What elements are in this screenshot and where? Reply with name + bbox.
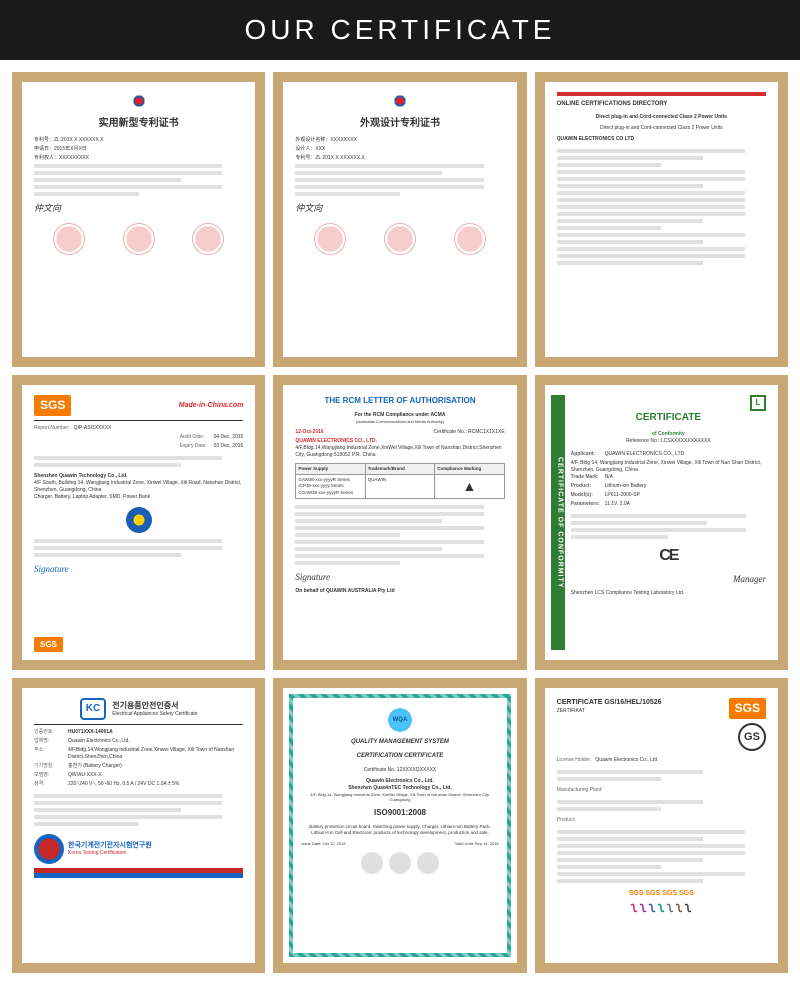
seal-icon: [192, 223, 224, 255]
iaf-badge-icon: [361, 852, 383, 874]
cert-title: CERTIFICATE GS/16/HEL/10526: [557, 698, 662, 708]
cert-subtitle2: (Australian Communications and Media Aut…: [295, 419, 504, 425]
seal-icon: [314, 223, 346, 255]
company-address: 4/F, Bldg 14, Wangjiang Industrial Zone,…: [571, 460, 766, 474]
sgs-logo: SGS: [34, 395, 71, 416]
seal-row: [295, 223, 504, 255]
company-address: 4/F South, Building 14, Wangjiang Indust…: [34, 480, 243, 494]
cert-subtitle: ZERTIFIKAT: [557, 708, 662, 715]
cert-title: THE RCM LETTER OF AUTHORISATION: [295, 395, 504, 406]
award-badge-icon: [126, 507, 152, 533]
company-address: 4/F, Bldg.14, Wangjiang Industrial Zone,…: [301, 792, 498, 803]
signature: 仲文向: [34, 202, 243, 215]
seal-icon: [123, 223, 155, 255]
ul-header-bar: [557, 92, 766, 96]
wqa-logo-icon: WQA: [386, 706, 414, 734]
products: Charger, Battery, Laptop Adapter, SMD, P…: [34, 494, 243, 501]
cert-number: Certificate No.: RCMC1X1X1XE: [434, 429, 505, 436]
rcm-table: Power Supply Trademark/Brand Compliance …: [295, 463, 504, 499]
cert-title: CERTIFICATE: [571, 411, 766, 425]
cert-title2: CERTIFICATION CERTIFICATE: [301, 752, 498, 760]
lcs-logo-icon: L: [750, 395, 766, 411]
kc-mark-icon: KC: [80, 698, 106, 720]
cert-sgs-mic: SGS Made-in-China.com Report Number:QIP-…: [12, 375, 265, 670]
behalf-text: On behalf of QUAWIN AUSTRALIA Pty Ltd: [295, 588, 504, 595]
header-title: OUR CERTIFICATE: [245, 14, 556, 46]
cert-subtitle: Direct plug-in and Cord-connected Class …: [557, 114, 766, 121]
company-name1: Quawin Electronics Co., Ltd.: [301, 778, 498, 785]
scope-text: Battery protection circuit board, Switch…: [301, 824, 498, 837]
signature: Signature: [295, 571, 504, 584]
cnas-badge-icon: [389, 852, 411, 874]
sgs-logo: SGS: [729, 698, 766, 719]
page-header: OUR CERTIFICATE: [0, 0, 800, 60]
cert-patent-utility: 实用新型专利证书 专利号：ZL 201X X XXXXXX.X 申请日：2015…: [12, 72, 265, 367]
cert-ref: Reference No.: LCSXXXXXXXXXXXX: [571, 438, 766, 445]
cert-patent-design: 外观设计专利证书 外观设计名称：XXXXXXXX 设计人：XXX 专利号：ZL …: [273, 72, 526, 367]
company-address: 4/F,Bldg.14,Wangjiang Industrial Zone,Xi…: [295, 445, 504, 459]
company-name2: Shenzhen QuawinTEC Technology Co., Ltd.: [301, 785, 498, 792]
cert-kc-korea: KC 전기용품안전인증서 Electrical Appliances Safet…: [12, 678, 265, 973]
cert-ce-conformity: CERTIFICATE OF CONFORMITY L CERTIFICATE …: [535, 375, 788, 670]
seal-icon: [384, 223, 416, 255]
cert-title-kr: 전기용품안전인증서: [112, 700, 197, 711]
korea-band: [34, 868, 243, 878]
green-band: CERTIFICATE OF CONFORMITY: [551, 395, 565, 650]
company-name: QUAWIN ELECTRONICS CO., LTD.: [295, 438, 504, 445]
company-name: QUAWIN ELECTRONICS CO LTD: [557, 136, 766, 143]
cert-title: 外观设计专利证书: [295, 117, 504, 131]
accreditation-row: [301, 852, 498, 874]
seal-row: [34, 223, 243, 255]
badge-icon: [417, 852, 439, 874]
signature: Signature: [34, 563, 243, 576]
cert-title-en: Electrical Appliances Safety Certificate: [112, 711, 197, 718]
iso-standard: ISO9001:2008: [301, 807, 498, 818]
korea-seal-icon: [34, 834, 64, 864]
cn-patent-logo: [34, 92, 243, 113]
signature: Manager: [571, 573, 766, 586]
cert-title: 实用新型专利证书: [34, 117, 243, 131]
certificate-grid: 实用新型专利证书 专利号：ZL 201X X XXXXXX.X 申请日：2015…: [0, 60, 800, 985]
ce-mark-icon: CE: [659, 547, 677, 564]
cert-date: 12-Oct-2016: [295, 429, 323, 436]
cert-rcm: THE RCM LETTER OF AUTHORISATION For the …: [273, 375, 526, 670]
cert-subtitle: of Conformity: [571, 431, 766, 438]
gs-mark-icon: GS: [738, 723, 766, 751]
cert-title: ONLINE CERTIFICATIONS DIRECTORY: [557, 100, 766, 108]
seal-icon: [53, 223, 85, 255]
cn-patent-logo: [295, 92, 504, 113]
signature: 仲文向: [295, 202, 504, 215]
cert-sgs-gs: CERTIFICATE GS/16/HEL/10526 ZERTIFIKAT S…: [535, 678, 788, 973]
cert-subtitle2: Direct plug-in and Cord-connected Class …: [557, 125, 766, 132]
org-name-en: Korea Testing Certification: [68, 850, 152, 857]
cert-title1: QUALITY MANAGEMENT SYSTEM: [301, 738, 498, 746]
sgs-logo-small: SGS: [34, 637, 63, 652]
org-name-kr: 한국기계전기전자시험연구원: [68, 841, 152, 851]
sgs-repeat-row: SGS SGS SGS SGS: [557, 889, 766, 899]
cert-iso9001: WQA QUALITY MANAGEMENT SYSTEM CERTIFICAT…: [273, 678, 526, 973]
mic-logo: Made-in-China.com: [179, 401, 244, 411]
rcm-mark-icon: [460, 477, 478, 495]
cert-number: Certificate No. 12XXXXQXXXXX: [301, 767, 498, 774]
lab-name: Shenzhen LCS Compliance Testing Laborato…: [571, 590, 766, 597]
seal-icon: [454, 223, 486, 255]
cert-ul-directory: ONLINE CERTIFICATIONS DIRECTORY Direct p…: [535, 72, 788, 367]
squiggle-row: [557, 903, 766, 913]
cert-subtitle: For the RCM Compliance under ACMA: [295, 412, 504, 419]
company-name: Shenzhen Quawin Technology Co., Ltd.: [34, 473, 243, 480]
